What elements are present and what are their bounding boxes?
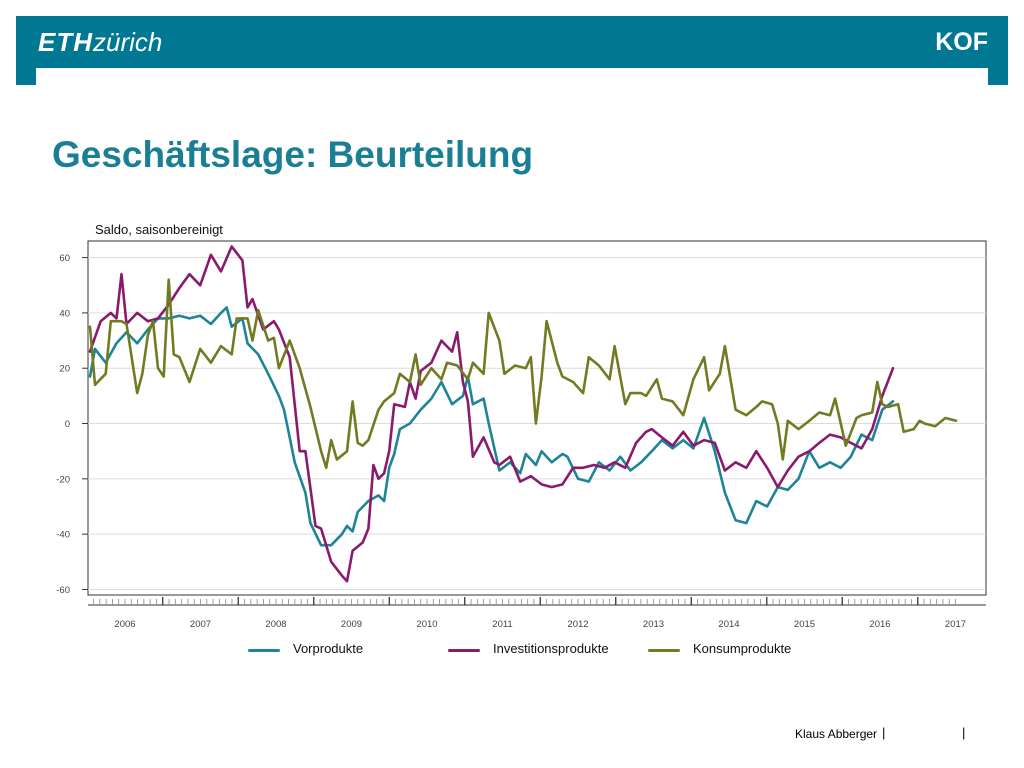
legend-swatch-vorprodukte bbox=[248, 649, 280, 652]
x-tick-label: 2015 bbox=[794, 619, 815, 630]
y-tick-label: 0 bbox=[65, 419, 70, 430]
x-tick-label: 2009 bbox=[341, 619, 362, 630]
x-tick-label: 2017 bbox=[945, 619, 966, 630]
legend-label-vorprodukte: Vorprodukte bbox=[293, 641, 364, 656]
footer-separator-right: | bbox=[962, 725, 966, 740]
series-line-vorprodukte bbox=[88, 306, 895, 547]
x-tick-label: 2012 bbox=[567, 619, 588, 630]
x-tick-label: 2014 bbox=[718, 619, 739, 630]
legend-label-konsumprodukte: Konsumprodukte bbox=[693, 641, 792, 656]
y-tick-label: -40 bbox=[56, 530, 70, 541]
legend-label-investitionsprodukte: Investitionsprodukte bbox=[493, 641, 609, 656]
legend-swatch-konsumprodukte bbox=[648, 649, 680, 652]
x-tick-label: 2008 bbox=[265, 619, 286, 630]
y-tick-label: -60 bbox=[56, 585, 70, 596]
page-title: Geschäftslage: Beurteilung bbox=[52, 134, 534, 175]
series-line-konsumprodukte bbox=[88, 278, 958, 470]
header-tab-right bbox=[988, 68, 1008, 85]
y-tick-label: 20 bbox=[59, 364, 70, 375]
y-tick-label: -20 bbox=[56, 474, 70, 485]
y-tick-label: 60 bbox=[59, 253, 70, 264]
series-line-investitionsprodukte bbox=[88, 245, 895, 583]
footer-separator: | bbox=[882, 725, 886, 740]
x-tick-label: 2006 bbox=[114, 619, 135, 630]
x-tick-label: 2016 bbox=[869, 619, 890, 630]
header-tab-left bbox=[16, 68, 36, 85]
x-tick-label: 2010 bbox=[416, 619, 437, 630]
x-tick-label: 2013 bbox=[643, 619, 664, 630]
x-tick-label: 2011 bbox=[492, 619, 512, 630]
legend-swatch-investitionsprodukte bbox=[448, 649, 480, 652]
y-tick-label: 40 bbox=[59, 308, 70, 319]
x-tick-label: 2007 bbox=[190, 619, 211, 630]
header-bar bbox=[16, 16, 1008, 68]
y-axis-label: Saldo, saisonbereinigt bbox=[95, 222, 223, 237]
eth-logo: ETHzürich bbox=[38, 27, 163, 57]
kof-logo: KOF bbox=[935, 28, 988, 56]
footer-author: Klaus Abberger bbox=[795, 727, 878, 741]
